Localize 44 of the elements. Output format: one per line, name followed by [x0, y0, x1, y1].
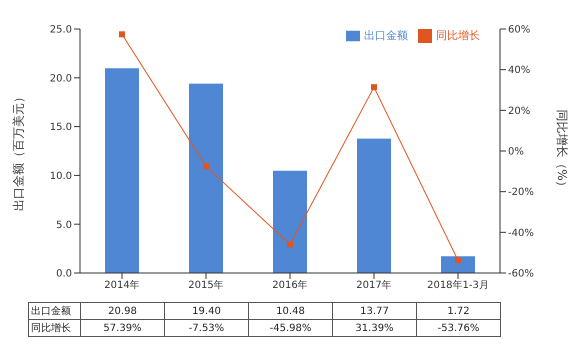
x-tick-label: 2016年	[272, 279, 308, 292]
legend-label: 出口金额	[364, 29, 408, 42]
legend-label: 同比增长	[436, 29, 480, 42]
y-tick-label: 10.0	[50, 170, 72, 182]
x-tick-label: 2015年	[188, 279, 224, 292]
bar	[105, 68, 139, 273]
y2-tick-label: -60%	[508, 268, 534, 280]
bar	[441, 256, 475, 273]
y2-tick-label: 40%	[508, 65, 530, 76]
x-tick-label: 2014年	[104, 279, 140, 292]
y-tick-label: 25.0	[50, 24, 72, 36]
y2-tick-label: 60%	[508, 24, 530, 36]
point	[371, 84, 377, 90]
point	[119, 31, 125, 38]
y2-tick-label: -20%	[508, 187, 534, 198]
y-tick-label: 5.0	[56, 220, 72, 231]
point	[203, 163, 209, 170]
point	[287, 241, 293, 248]
y-tick-label: 0.0	[56, 268, 72, 280]
y-axis-title: 出口金额（百万美元）	[11, 91, 26, 211]
x-tick-label: 2018年1-3月	[427, 279, 489, 292]
bar	[273, 170, 307, 273]
data-label: 13.77	[332, 302, 416, 320]
point	[455, 257, 461, 264]
y2-tick-label: -40%	[508, 228, 534, 239]
text: 同比增长	[31, 323, 71, 334]
data-label: 1.72	[416, 302, 500, 320]
text: 出口金额	[31, 306, 71, 317]
y2-tick-label: 0%	[508, 146, 524, 158]
x-tick-label: 2017年	[356, 279, 392, 292]
data-label: 20.98	[80, 302, 164, 320]
y2-axis-title: 同比增长（%）	[554, 109, 569, 193]
y-tick-label: 15.0	[50, 122, 72, 134]
data-label: -7.53%	[164, 320, 248, 336]
data-label: 57.39%	[80, 320, 164, 336]
data-label: -53.76%	[416, 320, 500, 336]
data-label: -45.98%	[248, 320, 332, 336]
data-label: 19.40	[164, 302, 248, 320]
bar	[357, 138, 391, 273]
y2-tick-label: 20%	[508, 106, 530, 117]
bar	[189, 84, 223, 273]
data-label: 10.48	[248, 302, 332, 320]
data-label: 31.39%	[332, 320, 416, 336]
y-tick-label: 20.0	[50, 73, 72, 84]
